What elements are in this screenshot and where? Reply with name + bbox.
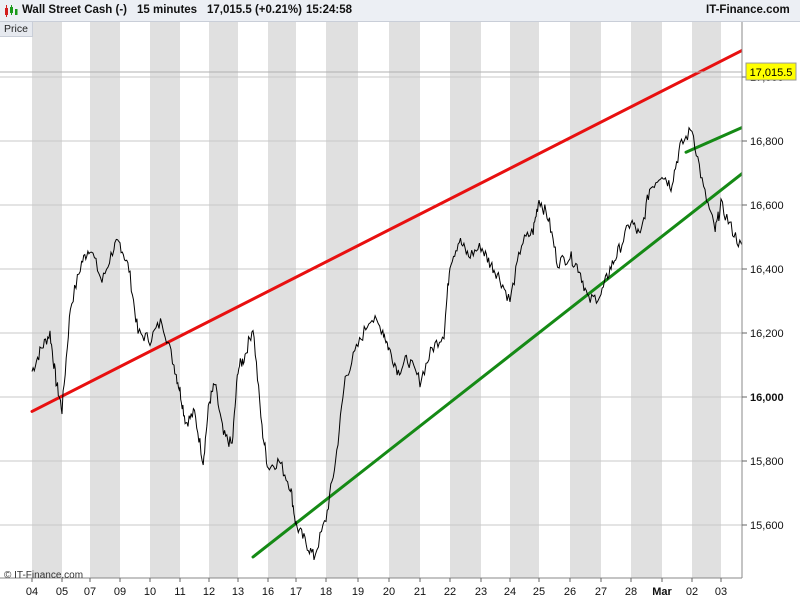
last-price-value: 17,015.5 bbox=[750, 67, 793, 79]
resistance-line bbox=[30, 41, 758, 413]
band bbox=[268, 22, 296, 578]
band bbox=[90, 22, 120, 578]
timestamp: 15:24:58 bbox=[306, 4, 353, 16]
x-tick-label: 22 bbox=[444, 586, 456, 598]
x-tick-label: 19 bbox=[352, 586, 364, 598]
x-tick-label: 02 bbox=[686, 586, 698, 598]
last-price-marker: 17,015.5 bbox=[0, 62, 797, 81]
x-tick-label: 12 bbox=[203, 586, 215, 598]
band bbox=[692, 22, 721, 578]
x-tick-label: 20 bbox=[383, 586, 395, 598]
last-price-badge bbox=[745, 62, 797, 81]
price-series bbox=[31, 108, 800, 561]
band bbox=[209, 22, 238, 578]
x-tick-label: 28 bbox=[625, 586, 637, 598]
x-tick-label: 09 bbox=[114, 586, 126, 598]
band bbox=[150, 22, 180, 578]
y-axis: 15,600 15,800 16,000 16,200 16,400 16,600 16,8… bbox=[741, 22, 800, 578]
x-tick-label: 05 bbox=[56, 586, 68, 598]
x-tick-label: 18 bbox=[320, 586, 332, 598]
x-tick-label: 13 bbox=[232, 586, 244, 598]
x-tick-label: 24 bbox=[504, 586, 516, 598]
y-tick-label: 16,000 bbox=[750, 392, 784, 404]
y-tick-label: 16,200 bbox=[750, 328, 784, 340]
x-tick-label: 03 bbox=[715, 586, 727, 598]
x-tick-label: 21 bbox=[414, 586, 426, 598]
watermark: © IT-Finance.com bbox=[4, 570, 83, 581]
band bbox=[510, 22, 539, 578]
band bbox=[32, 22, 62, 578]
y-tick-label: 16,800 bbox=[750, 136, 784, 148]
chart-header: Wall Street Cash (-) 15 minutes 17,015.5… bbox=[0, 0, 800, 22]
price-line bbox=[31, 108, 800, 561]
x-tick-label: Mar bbox=[652, 586, 672, 598]
horizontal-gridlines bbox=[0, 76, 742, 526]
brand-label: IT-Finance.com bbox=[706, 4, 790, 16]
price-tab[interactable]: Price bbox=[0, 22, 33, 37]
x-tick-label: 27 bbox=[595, 586, 607, 598]
band bbox=[450, 22, 481, 578]
instrument-name: Wall Street Cash (-) bbox=[22, 4, 128, 16]
x-tick-label: 11 bbox=[174, 586, 185, 598]
y-tick-label: 15,600 bbox=[750, 520, 784, 532]
x-tick-label: 26 bbox=[564, 586, 576, 598]
time-bands bbox=[32, 22, 721, 578]
x-tick-label: 07 bbox=[84, 586, 96, 598]
x-tick-label: 04 bbox=[26, 586, 38, 598]
x-axis: 04 05 07 09 10 11 12 13 16 17 18 19 20 21 22 23 24 25 26 27… bbox=[0, 577, 800, 600]
band bbox=[631, 22, 662, 578]
band bbox=[570, 22, 601, 578]
y-tick-label: 15,800 bbox=[750, 456, 784, 468]
x-tick-label: 23 bbox=[475, 586, 487, 598]
band bbox=[389, 22, 420, 578]
y-tick-label: 16,400 bbox=[750, 264, 784, 276]
last-price: 17,015.5 (+0.21%) bbox=[207, 4, 302, 16]
y-tick-label: 16,600 bbox=[750, 200, 784, 212]
x-tick-label: 17 bbox=[290, 586, 302, 598]
x-tick-label: 16 bbox=[262, 586, 274, 598]
y-axis-panel bbox=[742, 22, 800, 578]
interval-label[interactable]: 15 minutes bbox=[137, 4, 198, 16]
x-axis-panel bbox=[0, 578, 800, 600]
candlestick-icon bbox=[5, 5, 18, 17]
x-tick-label: 10 bbox=[144, 586, 156, 598]
support-line bbox=[251, 136, 790, 559]
x-tick-label: 25 bbox=[533, 586, 545, 598]
